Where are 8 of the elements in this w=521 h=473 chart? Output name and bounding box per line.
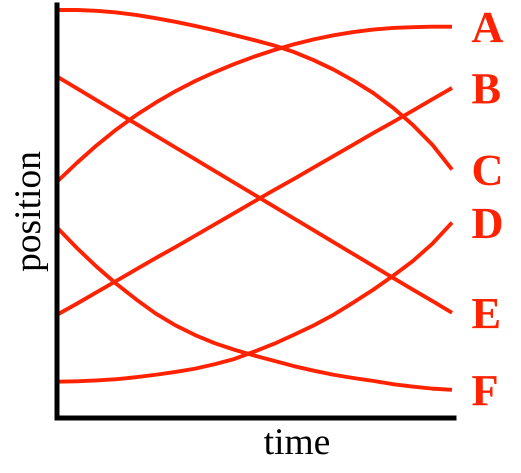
x-axis-title: time [264, 429, 330, 454]
series-label: C [474, 156, 500, 186]
series-label: B [472, 74, 500, 104]
series-label: A [472, 12, 504, 42]
y-axis-title: position [15, 152, 48, 272]
series-label: E [472, 299, 499, 328]
series-label: F [472, 376, 496, 406]
series-label: D [472, 208, 502, 238]
